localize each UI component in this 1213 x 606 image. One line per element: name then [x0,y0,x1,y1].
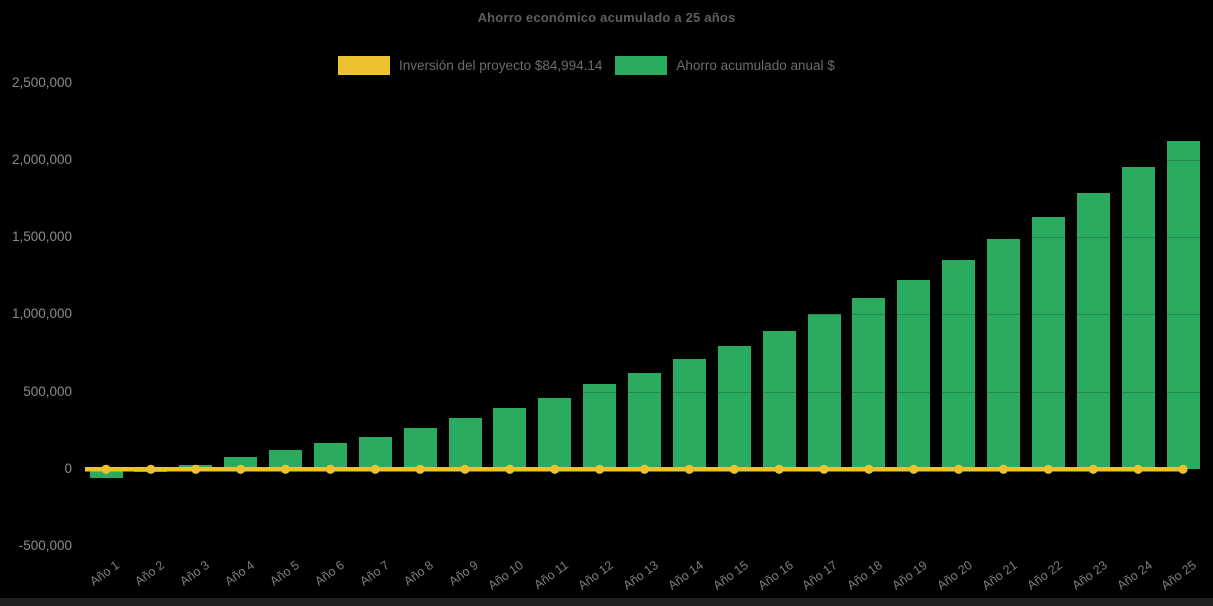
y-axis-tick-label: 1,500,000 [11,229,72,245]
gridline [85,159,1200,161]
gridline [85,391,1200,393]
investment-line-marker [280,464,291,474]
chart-legend: Inversión del proyecto $84,994.14 Ahorro… [338,55,835,75]
investment-legend-swatch [338,55,390,75]
savings-bar [852,298,886,469]
savings-bar [493,408,527,469]
investment-line-marker [101,464,111,474]
investment-line-marker [1043,464,1053,474]
investment-line-marker [1178,464,1188,474]
gridline [85,314,1200,316]
y-axis-tick-label: -500,000 [18,538,72,554]
investment-line-marker [550,464,560,474]
investment-line-marker [639,464,650,474]
investment-line-marker [909,464,919,474]
savings-bar [1166,140,1200,469]
gridline [85,82,1200,84]
savings-bar [448,417,482,469]
savings-bar [313,443,347,469]
investment-line-marker [595,464,605,474]
investment-line-marker [325,464,335,474]
investment-legend-label: Inversión del proyecto $84,994.14 [399,57,603,73]
savings-bar [807,314,841,469]
investment-line-marker [819,464,829,474]
savings-bar [403,427,437,469]
savings-bar [1076,193,1110,469]
investment-line-marker [146,464,156,474]
investment-line-marker [998,464,1009,474]
savings-legend-swatch [615,55,668,75]
investment-line-marker [236,464,246,474]
savings-bar [717,346,751,469]
gridline [85,237,1200,239]
investment-line-marker [729,464,739,474]
savings-bar [942,259,976,469]
savings-bar [628,373,661,469]
investment-line-marker [774,464,784,474]
savings-bar [987,238,1020,469]
savings-bar [762,330,796,469]
investment-line-marker [864,464,874,474]
savings-bar [672,359,706,469]
investment-line-marker [191,464,201,474]
y-axis-tick-label: 2,500,000 [11,74,72,90]
bottom-strip [0,598,1213,606]
investment-line-marker [1133,464,1143,474]
investment-line-marker [684,464,694,474]
y-axis-tick-label: 0 [64,460,72,476]
savings-bar [269,450,302,469]
investment-line-marker [415,464,425,474]
legend-item-investment: Inversión del proyecto $84,994.14 [338,55,603,75]
savings-bar [1121,167,1155,469]
y-axis-tick-label: 2,000,000 [11,151,72,167]
savings-bar [538,397,572,469]
savings-bar [358,436,392,469]
legend-item-savings: Ahorro acumulado anual $ [615,55,835,75]
investment-line-marker [505,464,515,474]
y-axis-tick-label: 1,000,000 [11,306,72,322]
savings-bar [583,384,617,469]
savings-bar [897,280,931,469]
savings-legend-label: Ahorro acumulado anual $ [676,57,835,73]
investment-line-marker [1088,464,1098,474]
y-axis-tick-label: 500,000 [23,383,72,399]
chart-title: Ahorro económico acumulado a 25 años [477,10,736,25]
investment-line-marker [460,464,470,474]
savings-bar [1031,217,1065,469]
investment-line-marker [370,464,380,474]
savings-bar [224,457,258,469]
investment-line-marker [954,464,964,474]
